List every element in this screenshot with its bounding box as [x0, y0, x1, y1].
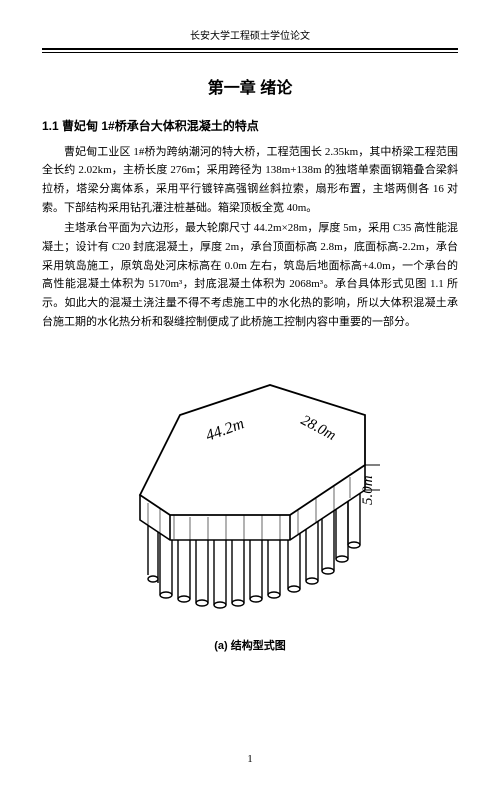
paragraph-2: 主塔承台平面为六边形，最大轮廓尺寸 44.2m×28m，厚度 5m，采用 C35… [42, 219, 458, 331]
header-rule [42, 52, 458, 53]
chapter-title: 第一章 绪论 [42, 75, 458, 102]
section-title: 曹妃甸 1#桥承台大体积混凝土的特点 [62, 119, 259, 133]
page-number: 1 [0, 750, 500, 769]
section-heading: 1.1 曹妃甸 1#桥承台大体积混凝土的特点 [42, 116, 458, 136]
figure-container: 44.2m 28.0m 5.0m (a) 结构型式图 [42, 345, 458, 656]
paragraph-1: 曹妃甸工业区 1#桥为跨纳潮河的特大桥，工程范围长 2.35km，其中桥梁工程范… [42, 143, 458, 218]
figure-caption: (a) 结构型式图 [42, 637, 458, 656]
section-number: 1.1 [42, 119, 59, 133]
structure-diagram: 44.2m 28.0m 5.0m [100, 345, 400, 625]
header-institution: 长安大学工程硕士学位论文 [42, 28, 458, 50]
